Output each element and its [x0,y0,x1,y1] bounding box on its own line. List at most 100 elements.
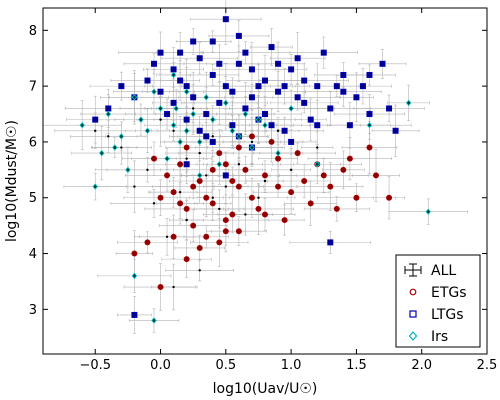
etg-point [183,205,190,212]
plot-frame [42,7,488,355]
etg-point [235,183,242,190]
ltg-point [203,111,210,118]
legend-marker-etgs [409,288,417,296]
irs-point [125,166,131,174]
etg-point [346,155,353,162]
irs-point [242,110,249,118]
etg-point [294,150,301,157]
etg-point [288,189,295,196]
all-point [289,168,293,172]
all-point [198,151,201,155]
irs-point [173,105,179,112]
etg-point [150,155,157,162]
all-point [218,207,221,211]
all-point [191,107,195,110]
ltg-point [320,49,327,56]
ltg-point [288,66,295,73]
all-point [276,129,280,132]
ltg-point [261,77,268,84]
etg-point [261,211,268,218]
ltg-point [327,105,334,112]
irs-point [138,116,144,123]
ltg-point [386,105,393,112]
etg-point [248,133,255,140]
ltg-point [314,122,321,129]
ltg-point [242,105,249,112]
etg-point [190,222,197,229]
ltg-point [301,99,308,106]
ltg-point [327,239,334,246]
irs-point [144,127,151,134]
ltg-point [314,83,321,90]
all-point [224,185,228,188]
ltg-point [209,71,216,78]
etg-point [209,166,216,173]
irs-point [405,99,412,107]
irs-point [151,88,157,95]
x-axis-label: log10(Uav/U☉) [213,381,318,397]
irs-point [170,121,177,129]
etg-point [235,228,242,235]
etg-point [216,150,223,157]
irs-point [92,183,98,190]
irs-point [99,149,105,157]
irs-point [275,149,281,157]
all-point [146,168,149,172]
all-point [316,146,319,149]
ltg-point [222,16,229,23]
ltg-point [157,49,164,56]
ltg-point [209,138,216,145]
irs-point [164,155,170,162]
legend-marker-all [404,263,422,277]
etg-point [248,194,255,201]
etg-point [177,200,184,207]
etg-point [320,172,327,179]
ltg-point [261,111,268,118]
irs-point [236,133,242,140]
ltg-point [170,66,177,73]
etg-point [333,205,340,212]
x-tick-label: 2.5 [477,358,498,373]
all-point [185,157,188,160]
etg-point [229,177,236,184]
irs-point [288,105,294,112]
ltg-point [346,122,353,129]
etg-point [275,183,282,190]
etg-point [157,284,164,291]
ltg-point [366,111,373,118]
all-point [263,179,267,183]
ltg-point [105,105,112,112]
x-tick-label: 2.0 [411,358,432,373]
etg-point [353,194,360,201]
ltg-point [92,116,99,123]
ltg-point [340,71,347,78]
etg-point [255,205,262,212]
x-tick-label: 1.0 [281,358,302,373]
irs-point [177,138,183,146]
legend-label-all: ALL [431,263,456,279]
ltg-point [294,55,301,62]
ltg-point [144,77,151,84]
etg-point [203,194,210,201]
legend-label-ltgs: LTGs [431,307,464,323]
ltg-point [157,88,164,95]
etg-point [196,244,203,251]
x-tick-label: 0.0 [150,358,171,373]
etg-point [242,166,249,173]
ltg-point [131,311,138,318]
x-axis-ticks: −0.5 0.0 0.5 1.0 1.5 2.0 2.5 [79,8,497,373]
irs-point [210,116,216,123]
irs-point [366,121,373,129]
ltg-point [353,94,360,101]
etg-point [327,183,334,190]
irs-point [190,110,196,118]
etg-point [281,217,288,224]
all-point [172,285,175,289]
all-point [159,118,162,121]
ltg-point [177,77,184,84]
all-point [257,196,260,199]
ltg-point [177,49,184,56]
ltg-point [268,44,275,51]
ltg-point [118,83,125,90]
